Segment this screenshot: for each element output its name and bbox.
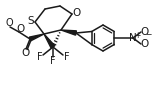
Text: −: − (145, 31, 151, 40)
Text: O: O (16, 24, 25, 34)
Text: +: + (134, 31, 140, 40)
Text: F: F (37, 51, 42, 62)
Text: O: O (5, 18, 13, 28)
Text: S: S (27, 15, 34, 26)
Polygon shape (44, 34, 55, 48)
Text: F: F (50, 56, 56, 65)
Text: F: F (64, 51, 69, 62)
Polygon shape (29, 34, 44, 41)
Polygon shape (61, 30, 76, 35)
Text: O: O (72, 7, 81, 18)
Text: O: O (140, 27, 149, 37)
Text: O: O (140, 39, 149, 49)
Text: O: O (21, 48, 29, 58)
Text: N: N (129, 33, 137, 43)
